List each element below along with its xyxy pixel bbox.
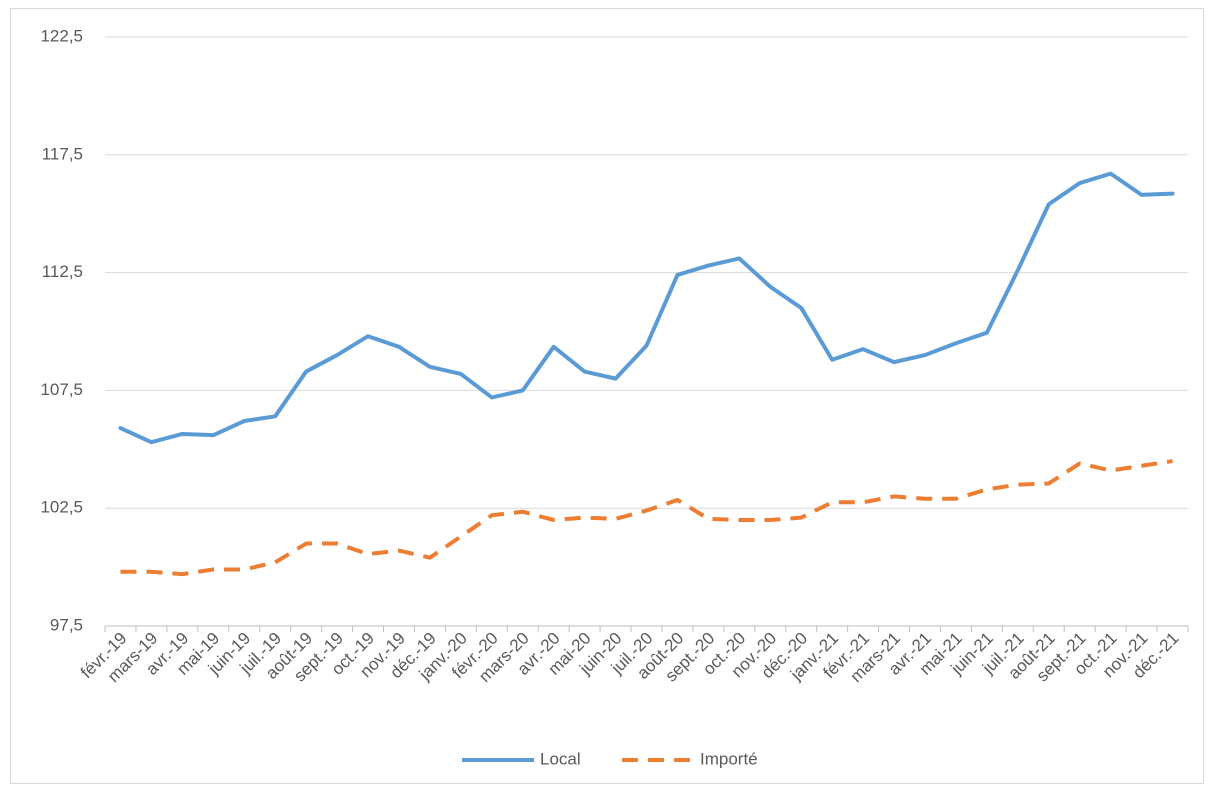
- y-tick-label: 97,5: [50, 615, 83, 634]
- y-tick-label: 107,5: [40, 380, 83, 399]
- y-tick-label: 102,5: [40, 498, 83, 517]
- y-tick-label: 112,5: [42, 262, 83, 281]
- chart-border: [10, 8, 1204, 784]
- series-line: [118, 171, 1175, 445]
- y-tick-label: 122,5: [40, 26, 83, 45]
- legend-label: Importé: [700, 749, 758, 768]
- y-tick-label: 117,5: [42, 144, 83, 163]
- legend-label: Local: [540, 749, 581, 768]
- series-line: [120, 459, 1173, 577]
